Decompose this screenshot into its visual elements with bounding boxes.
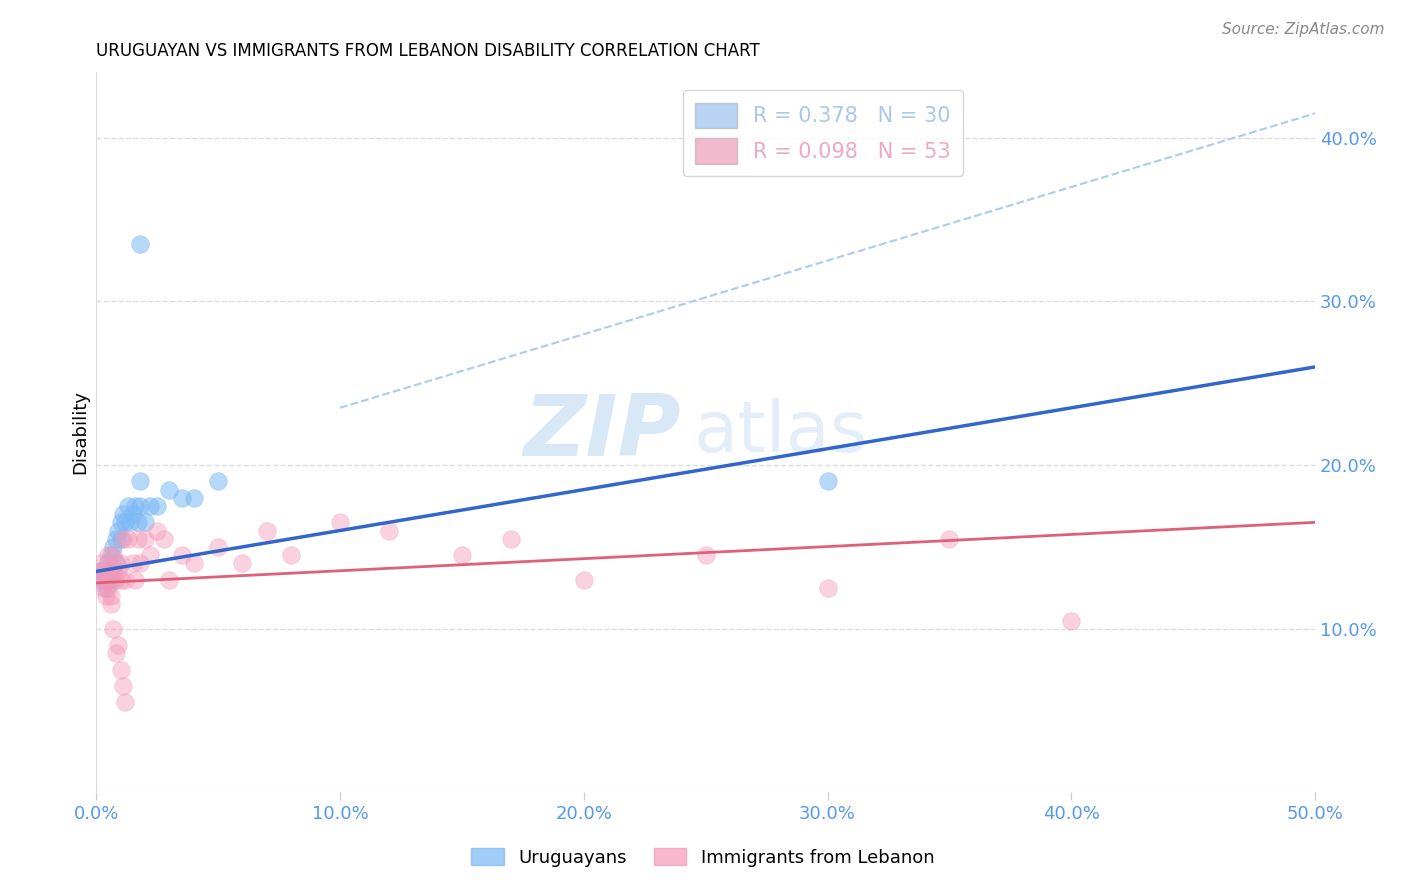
Point — [87, 565, 110, 579]
Point — [207, 540, 229, 554]
Point — [129, 237, 152, 252]
Point — [114, 516, 136, 530]
Point — [93, 573, 115, 587]
Point — [97, 565, 120, 579]
Point — [129, 556, 152, 570]
Point — [120, 516, 142, 530]
Point — [110, 573, 132, 587]
Point — [231, 556, 253, 570]
Point — [107, 524, 129, 538]
Point — [121, 556, 143, 570]
Point — [114, 695, 136, 709]
Point — [104, 646, 127, 660]
Point — [153, 532, 176, 546]
Point — [124, 499, 146, 513]
Point — [104, 556, 127, 570]
Point — [104, 532, 127, 546]
Point — [134, 516, 156, 530]
Point — [256, 524, 278, 538]
Point — [110, 516, 132, 530]
Point — [117, 532, 139, 546]
Point — [97, 556, 120, 570]
Point — [93, 581, 115, 595]
Text: atlas: atlas — [693, 398, 868, 467]
Point — [695, 548, 717, 562]
Point — [100, 597, 122, 611]
Point — [499, 532, 522, 546]
Point — [103, 573, 125, 587]
Point — [100, 589, 122, 603]
Point — [121, 507, 143, 521]
Point — [100, 573, 122, 587]
Point — [127, 516, 149, 530]
Point — [129, 499, 152, 513]
Point — [103, 622, 125, 636]
Point — [817, 475, 839, 489]
Y-axis label: Disability: Disability — [72, 391, 89, 475]
Text: ZIP: ZIP — [523, 391, 682, 474]
Point — [107, 565, 129, 579]
Point — [207, 475, 229, 489]
Point — [103, 565, 125, 579]
Point — [117, 499, 139, 513]
Point — [127, 532, 149, 546]
Point — [377, 524, 399, 538]
Point — [817, 581, 839, 595]
Point — [572, 573, 595, 587]
Point — [97, 573, 120, 587]
Point — [103, 540, 125, 554]
Legend: R = 0.378   N = 30, R = 0.098   N = 53: R = 0.378 N = 30, R = 0.098 N = 53 — [682, 90, 963, 177]
Point — [938, 532, 960, 546]
Point — [94, 589, 117, 603]
Point — [451, 548, 474, 562]
Point — [134, 532, 156, 546]
Point — [1060, 614, 1083, 628]
Point — [97, 581, 120, 595]
Point — [103, 548, 125, 562]
Point — [170, 548, 193, 562]
Point — [90, 565, 112, 579]
Point — [104, 573, 127, 587]
Point — [183, 491, 205, 505]
Point — [157, 483, 180, 497]
Point — [94, 581, 117, 595]
Point — [183, 556, 205, 570]
Point — [139, 548, 162, 562]
Point — [146, 499, 169, 513]
Point — [111, 532, 134, 546]
Point — [100, 548, 122, 562]
Legend: Uruguayans, Immigrants from Lebanon: Uruguayans, Immigrants from Lebanon — [464, 841, 942, 874]
Point — [170, 491, 193, 505]
Point — [110, 532, 132, 546]
Point — [107, 638, 129, 652]
Point — [139, 499, 162, 513]
Point — [111, 507, 134, 521]
Point — [93, 565, 115, 579]
Point — [110, 663, 132, 677]
Point — [129, 475, 152, 489]
Point — [329, 516, 352, 530]
Point — [90, 573, 112, 587]
Text: URUGUAYAN VS IMMIGRANTS FROM LEBANON DISABILITY CORRELATION CHART: URUGUAYAN VS IMMIGRANTS FROM LEBANON DIS… — [96, 42, 759, 60]
Text: Source: ZipAtlas.com: Source: ZipAtlas.com — [1222, 22, 1385, 37]
Point — [114, 573, 136, 587]
Point — [104, 556, 127, 570]
Point — [124, 573, 146, 587]
Point — [97, 548, 120, 562]
Point — [90, 556, 112, 570]
Point — [146, 524, 169, 538]
Point — [157, 573, 180, 587]
Point — [111, 679, 134, 693]
Point — [94, 573, 117, 587]
Point — [280, 548, 302, 562]
Point — [110, 556, 132, 570]
